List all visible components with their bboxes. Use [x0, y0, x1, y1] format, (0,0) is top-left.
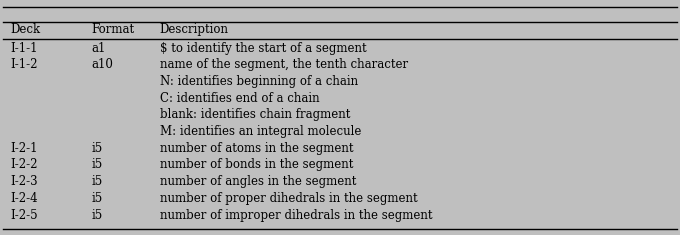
Text: I-2-4: I-2-4 — [10, 192, 38, 205]
Text: blank: identifies chain fragment: blank: identifies chain fragment — [160, 108, 350, 121]
Text: I-1-1: I-1-1 — [10, 42, 37, 55]
Text: i5: i5 — [92, 192, 103, 205]
Text: I-1-2: I-1-2 — [10, 58, 37, 71]
Text: I-2-5: I-2-5 — [10, 208, 38, 222]
Text: number of bonds in the segment: number of bonds in the segment — [160, 158, 353, 172]
Text: I-2-1: I-2-1 — [10, 142, 37, 155]
Text: N: identifies beginning of a chain: N: identifies beginning of a chain — [160, 75, 358, 88]
Text: i5: i5 — [92, 142, 103, 155]
Text: I-2-2: I-2-2 — [10, 158, 37, 172]
Text: a1: a1 — [92, 42, 106, 55]
Text: i5: i5 — [92, 158, 103, 172]
Text: Deck: Deck — [10, 23, 40, 36]
Text: $ to identify the start of a segment: $ to identify the start of a segment — [160, 42, 367, 55]
Text: i5: i5 — [92, 175, 103, 188]
Text: number of angles in the segment: number of angles in the segment — [160, 175, 356, 188]
Text: M: identifies an integral molecule: M: identifies an integral molecule — [160, 125, 361, 138]
Text: number of proper dihedrals in the segment: number of proper dihedrals in the segmen… — [160, 192, 418, 205]
Text: number of atoms in the segment: number of atoms in the segment — [160, 142, 354, 155]
Text: name of the segment, the tenth character: name of the segment, the tenth character — [160, 58, 408, 71]
Text: I-2-3: I-2-3 — [10, 175, 38, 188]
Text: i5: i5 — [92, 208, 103, 222]
Text: number of improper dihedrals in the segment: number of improper dihedrals in the segm… — [160, 208, 432, 222]
Text: Description: Description — [160, 23, 228, 36]
Text: C: identifies end of a chain: C: identifies end of a chain — [160, 92, 320, 105]
Text: Format: Format — [92, 23, 135, 36]
Text: a10: a10 — [92, 58, 114, 71]
